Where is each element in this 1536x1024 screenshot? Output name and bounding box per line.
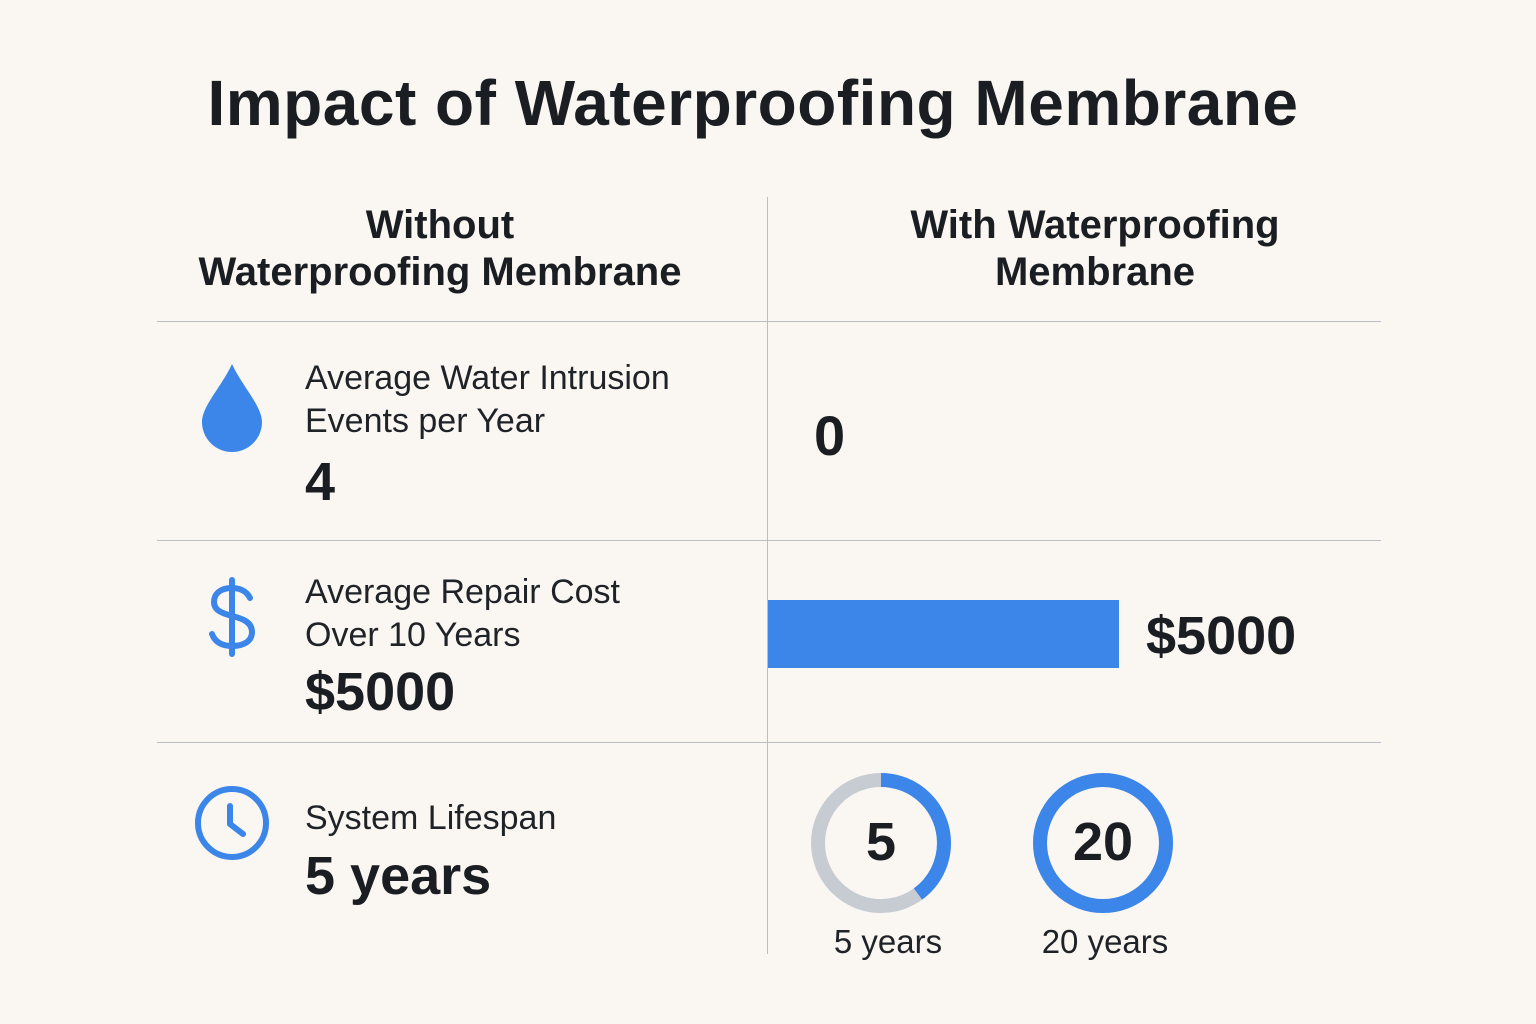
gauge-value: 20 bbox=[1072, 812, 1134, 872]
column-header-with-line-1: With Waterproofing bbox=[910, 203, 1280, 247]
label-line: System Lifespan bbox=[305, 799, 557, 837]
lifespan-gauge-5 bbox=[808, 770, 954, 916]
gauge-caption: 20 years bbox=[1041, 923, 1169, 960]
label-line: Events per Year bbox=[305, 402, 546, 440]
lifespan-gauge-20 bbox=[1030, 770, 1176, 916]
column-header-with: With Waterproofing Membrane bbox=[800, 202, 1390, 296]
gauge-fill bbox=[1033, 773, 1173, 913]
row-divider bbox=[157, 540, 1381, 541]
label-line: Average Water Intrusion bbox=[305, 359, 670, 397]
column-header-without: Without Waterproofing Membrane bbox=[160, 202, 720, 296]
column-header-with-line-2: Membrane bbox=[994, 250, 1196, 294]
row-label-repair-cost: Average Repair Cost Over 10 Years bbox=[305, 571, 620, 657]
value-without-water-intrusion: 4 bbox=[305, 452, 336, 512]
label-line: Over 10 Years bbox=[305, 616, 521, 654]
value-without-repair-cost: $5000 bbox=[305, 662, 456, 722]
column-header-without-line-2: Waterproofing Membrane bbox=[198, 250, 682, 294]
row-divider bbox=[157, 742, 1381, 743]
column-divider bbox=[767, 197, 768, 954]
dollar-icon bbox=[206, 576, 258, 663]
gauge-caption: 5 years bbox=[833, 923, 943, 960]
repair-cost-bar bbox=[768, 600, 1119, 668]
row-label-water-intrusion: Average Water Intrusion Events per Year bbox=[305, 357, 670, 443]
water-drop-icon bbox=[200, 362, 264, 459]
gauge-value: 5 bbox=[865, 812, 897, 872]
row-label-lifespan: System Lifespan bbox=[305, 797, 556, 840]
value-with-repair-cost: $5000 bbox=[1146, 606, 1297, 666]
value-without-lifespan: 5 years bbox=[305, 846, 492, 906]
label-line: Average Repair Cost bbox=[305, 573, 620, 611]
column-header-without-line-1: Without bbox=[365, 203, 515, 247]
page-title: Impact of Waterproofing Membrane bbox=[207, 67, 1299, 139]
clock-icon bbox=[193, 784, 271, 867]
gauge-fill bbox=[811, 773, 951, 913]
value-with-water-intrusion: 0 bbox=[814, 404, 846, 467]
row-divider bbox=[157, 321, 1381, 322]
